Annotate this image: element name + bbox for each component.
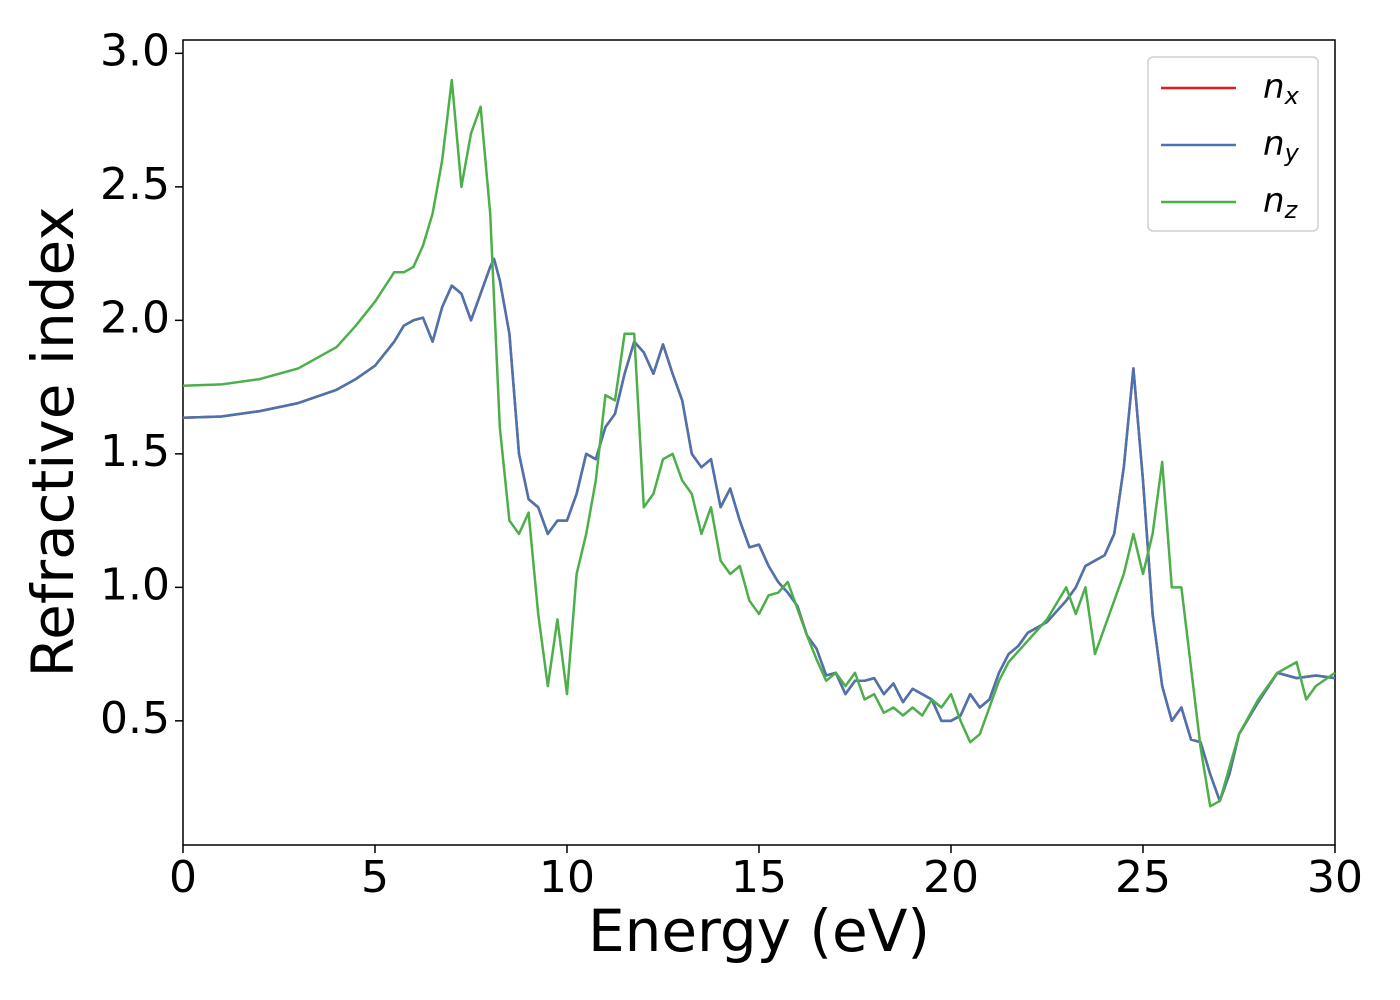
x-tick-label: 10	[539, 852, 595, 903]
y-tick-label: 0.5	[100, 693, 170, 744]
series-line	[182, 78, 1336, 808]
x-tick-label: 25	[1115, 852, 1171, 903]
y-tick-label: 2.0	[100, 292, 170, 343]
y-tick-label: 2.5	[100, 159, 170, 210]
series-line	[182, 257, 1336, 803]
legend-label: ny	[1263, 124, 1300, 168]
y-axis-label: Refractive index	[19, 206, 87, 677]
legend-label: nz	[1263, 181, 1299, 225]
plot-frame	[182, 39, 1336, 846]
x-tick-label: 0	[169, 852, 197, 903]
x-tick-label: 30	[1307, 852, 1363, 903]
x-tick-label: 15	[731, 852, 787, 903]
y-tick-label: 1.5	[100, 426, 170, 477]
y-tick-label: 1.0	[100, 559, 170, 610]
legend-label: nx	[1263, 67, 1300, 111]
x-tick-label: 20	[923, 852, 979, 903]
x-axis-label: Energy (eV)	[588, 897, 930, 965]
y-tick-label: 3.0	[100, 25, 170, 76]
x-tick-label: 5	[361, 852, 389, 903]
